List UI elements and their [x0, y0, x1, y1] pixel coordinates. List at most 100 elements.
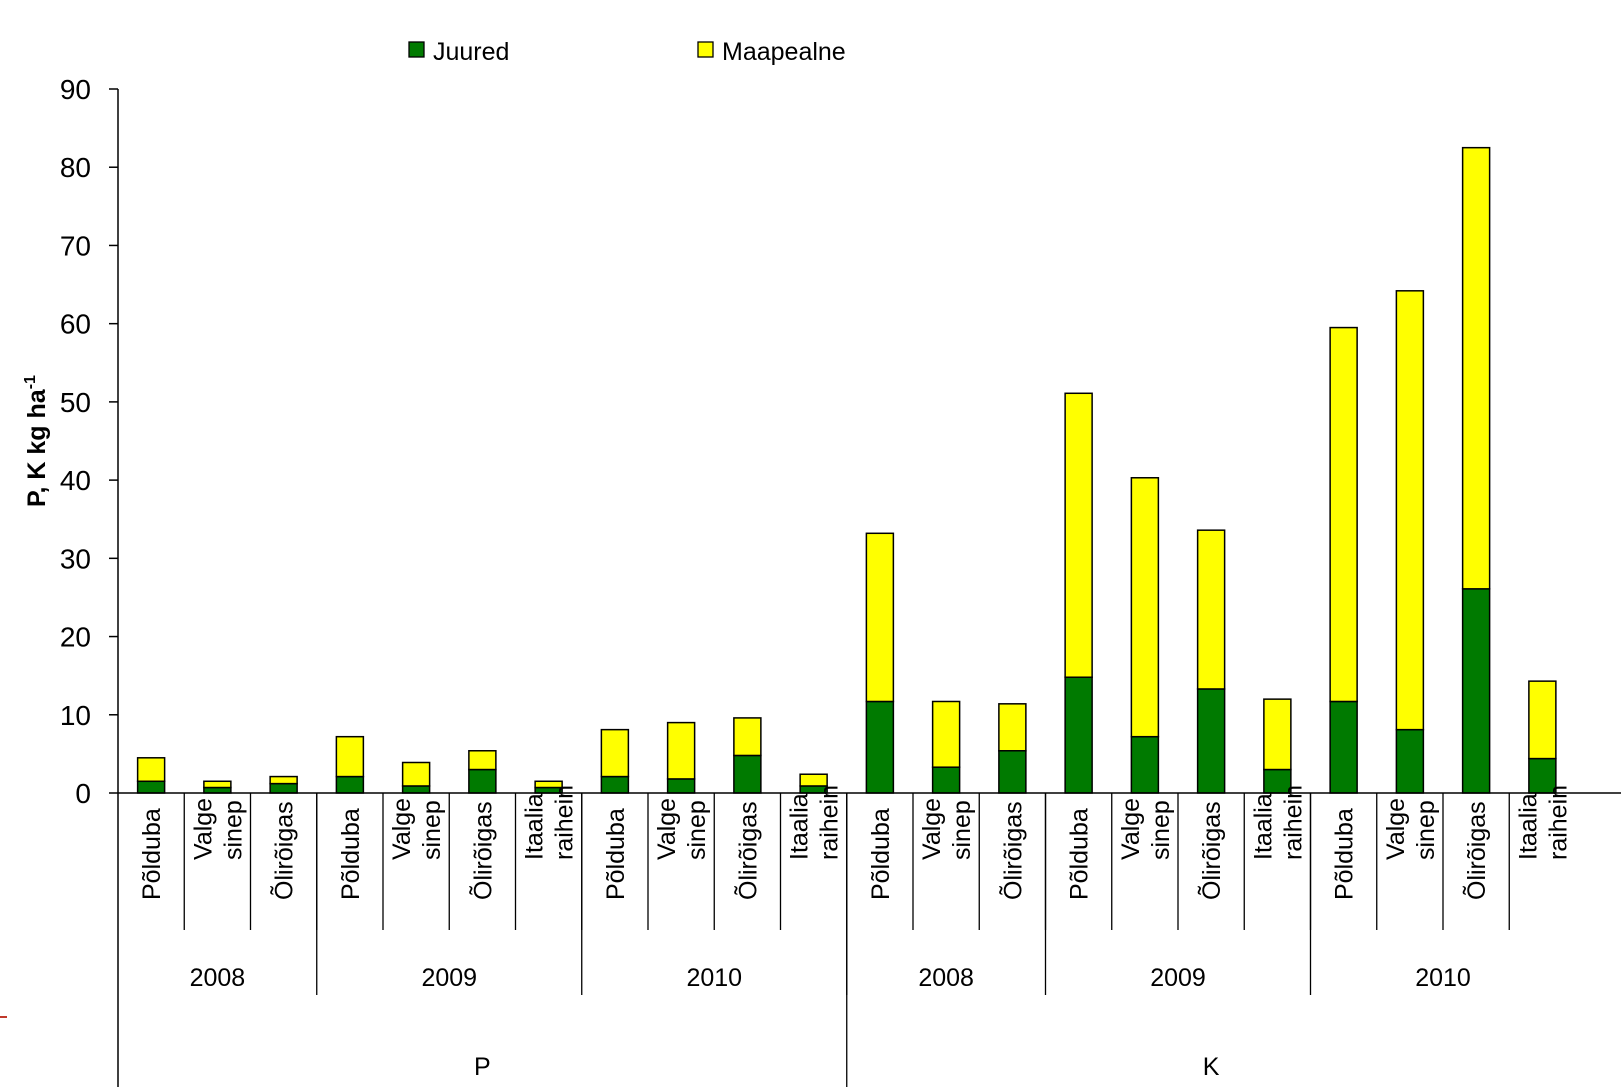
y-tick-label: 20	[60, 622, 91, 653]
year-label: 2009	[421, 964, 477, 992]
bar-juured	[1461, 588, 1491, 794]
legend-swatch-maapealne	[697, 41, 714, 58]
bar-maapealne	[468, 750, 497, 771]
bar-juured	[1395, 728, 1425, 794]
y-tick-label: 70	[60, 230, 91, 261]
bar-juured	[931, 766, 961, 794]
category-label: Põlduba	[602, 808, 630, 900]
bar-maapealne	[269, 775, 298, 785]
bar-maapealne	[401, 761, 431, 787]
category-label: sinep	[418, 800, 446, 860]
bar-juured	[468, 768, 497, 794]
category-label: raihein	[1279, 785, 1307, 860]
category-label: raihein	[1544, 785, 1572, 860]
category-label: Itaalia	[786, 793, 814, 860]
category-label: raihein	[816, 785, 844, 860]
bar-maapealne	[1196, 529, 1226, 690]
category-label: sinep	[683, 800, 711, 860]
category-label: Õlirõigas	[998, 801, 1027, 900]
bar-maapealne	[733, 717, 762, 757]
legend-swatch-juured	[408, 41, 425, 58]
bar-maapealne	[998, 703, 1027, 752]
bar-maapealne	[1395, 290, 1425, 731]
category-label: Itaalia	[1514, 793, 1542, 860]
category-label: Itaalia	[1249, 793, 1277, 860]
element-group-label: K	[1203, 1053, 1220, 1081]
bar-maapealne	[203, 780, 232, 789]
category-label: Valge	[1117, 798, 1145, 860]
y-tick-label: 40	[60, 465, 91, 496]
category-label: Õlirõigas	[733, 801, 762, 900]
bar-maapealne	[666, 721, 696, 780]
category-label: Itaalia	[521, 793, 549, 860]
bar-juured	[335, 775, 365, 794]
category-label: Õlirõigas	[468, 801, 497, 900]
category-label: Valge	[653, 798, 681, 860]
year-label: 2008	[918, 964, 974, 992]
bar-maapealne	[931, 700, 961, 768]
y-axis-label-group: P, K kg ha-1	[22, 375, 51, 507]
category-label: raihein	[551, 785, 579, 860]
year-label: 2008	[190, 964, 246, 992]
bar-maapealne	[865, 532, 895, 703]
y-axis-label: P, K kg ha-1	[22, 375, 51, 507]
category-label: Põlduba	[867, 808, 895, 900]
year-label: 2010	[686, 964, 742, 992]
y-tick-label: 50	[60, 387, 91, 418]
category-label: sinep	[1147, 800, 1175, 860]
bar-juured	[1064, 676, 1093, 794]
x-axis: Põlduba Valge sinep Õlirõigas Põlduba Valge si…	[118, 785, 1621, 1087]
category-label: Põlduba	[337, 808, 365, 900]
y-tick-label: 80	[60, 152, 91, 183]
bar-maapealne	[1528, 680, 1557, 760]
category-label: Põlduba	[138, 808, 166, 900]
category-label: Õlirõigas	[1462, 801, 1491, 900]
year-label: 2009	[1150, 964, 1206, 992]
category-label: Õlirõigas	[1197, 801, 1226, 900]
category-label: sinep	[1412, 800, 1440, 860]
bar-juured	[136, 780, 166, 794]
bar-maapealne	[1329, 326, 1358, 703]
y-axis: 0 10 20 30 40 50 60 70 80 90	[60, 74, 119, 1087]
y-tick-label: 0	[75, 778, 91, 809]
bars	[136, 146, 1557, 794]
bar-maapealne	[600, 728, 630, 778]
legend-label-maapealne: Maapealne	[722, 38, 846, 66]
bar-juured	[733, 754, 762, 794]
category-label: sinep	[948, 800, 976, 860]
bar-juured	[269, 782, 298, 794]
y-tick-label: 30	[60, 543, 91, 574]
category-label: Valge	[1382, 798, 1410, 860]
bar-maapealne	[1461, 146, 1491, 590]
bar-maapealne	[1263, 698, 1292, 771]
category-label: Valge	[189, 798, 217, 860]
category-label: Valge	[918, 798, 946, 860]
category-label: Valge	[388, 798, 416, 860]
bar-juured	[1329, 700, 1358, 794]
y-tick-label: 90	[60, 74, 91, 105]
category-label: Põlduba	[1066, 808, 1094, 900]
bar-maapealne	[534, 780, 563, 789]
bar-juured	[998, 750, 1027, 794]
y-tick-label: 60	[60, 309, 91, 340]
bar-maapealne	[335, 735, 365, 778]
bar-juured	[1130, 735, 1160, 794]
category-label: Õlirõigas	[270, 801, 299, 900]
year-label: 2010	[1415, 964, 1471, 992]
bar-juured	[1196, 688, 1226, 794]
bar-juured	[401, 785, 431, 794]
bar-juured	[666, 778, 696, 794]
bar-maapealne	[1064, 392, 1093, 678]
element-group-label: P	[474, 1053, 491, 1081]
legend: Juured Maapealne	[408, 38, 846, 66]
category-label: Põlduba	[1331, 808, 1359, 900]
bar-juured	[203, 786, 232, 794]
bar-juured	[865, 700, 895, 794]
bar-maapealne	[1130, 477, 1160, 738]
bar-juured	[600, 775, 630, 794]
y-tick-label: 10	[60, 700, 91, 731]
category-label: sinep	[219, 800, 247, 860]
bar-maapealne	[799, 773, 828, 787]
legend-label-juured: Juured	[433, 38, 509, 66]
